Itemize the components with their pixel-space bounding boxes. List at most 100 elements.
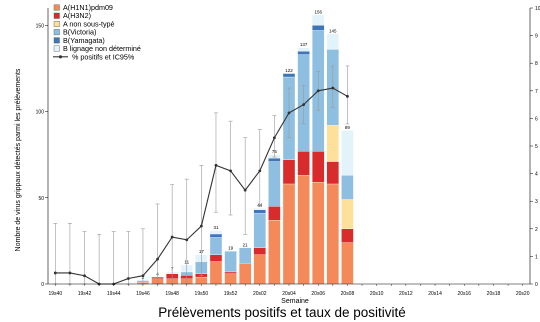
bar-segment-5	[253, 207, 266, 210]
x-tick-label: 19s52	[224, 291, 238, 297]
bar-total-label: 122	[285, 68, 293, 73]
y2-tick-label: 0	[535, 282, 538, 288]
x-tick-label: 19s50	[195, 291, 209, 297]
y2-tick-label: 1	[535, 254, 538, 260]
x-tick-label: 20s16	[457, 291, 471, 297]
bar-segment-2	[341, 199, 354, 229]
bar-segment-3	[209, 237, 223, 255]
bar-segment-3	[253, 213, 266, 248]
positivity-point	[126, 277, 130, 280]
x-tick-label: 20s20	[516, 291, 530, 297]
y-tick-label: 50	[38, 196, 44, 202]
legend-swatch	[53, 45, 60, 52]
bar-segment-0	[282, 183, 296, 285]
bar-segment-4	[253, 209, 266, 214]
y2-tick-label: 2	[535, 227, 538, 233]
positivity-point	[141, 274, 145, 278]
y2-tick-label: 8	[535, 61, 538, 67]
positivity-point	[185, 238, 189, 242]
positivity-point	[287, 111, 291, 115]
y2-tick-label: 3	[535, 199, 538, 205]
chart-title: Prélèvements positifs et taux de positiv…	[158, 305, 406, 320]
positivity-point	[243, 188, 247, 192]
legend-label: B(Yamagata)	[63, 36, 105, 45]
y-tick-label: 0	[41, 282, 44, 288]
x-tick-label: 20s12	[399, 291, 413, 297]
bar-segment-0	[297, 175, 310, 285]
x-tick-label: 20s10	[370, 291, 384, 297]
bar-segment-0	[224, 273, 237, 285]
x-axis-label: Semaine	[281, 298, 309, 305]
bar-segment-1	[253, 247, 266, 255]
y2-tick-label: 5	[535, 144, 538, 150]
legend-label: A non sous-typé	[63, 19, 115, 28]
bar-segment-0	[268, 220, 281, 285]
y-tick-label: 150	[36, 23, 45, 29]
bar-segment-4	[209, 233, 223, 238]
bar-segment-5	[341, 130, 354, 176]
bar-segment-5	[297, 47, 310, 52]
x-tick-label: 19s46	[136, 291, 150, 297]
bar-total-label: 89	[345, 125, 351, 130]
bar-segment-5	[312, 14, 325, 26]
legend-label: % positifs et IC95%	[72, 52, 135, 61]
positivity-point	[302, 103, 306, 106]
positivity-point	[170, 235, 174, 239]
positivity-point	[316, 89, 320, 93]
bar-segment-0	[209, 261, 223, 285]
bar-total-label: 19	[228, 246, 234, 251]
legend-swatch	[53, 12, 60, 19]
x-tick-label: 19s44	[107, 291, 121, 297]
bar-segment-0	[239, 263, 252, 285]
bar-segment-1	[224, 271, 237, 274]
bar-segment-1	[209, 254, 223, 262]
legend-line-marker	[58, 55, 63, 59]
y2-tick-label: 7	[535, 89, 538, 95]
bar-segment-4	[312, 25, 325, 31]
positivity-point	[229, 169, 232, 173]
bar-segment-3	[268, 161, 281, 207]
legend-swatch	[53, 37, 60, 44]
positivity-point	[68, 271, 72, 275]
bar-segment-4	[282, 73, 296, 78]
bar-segment-5	[326, 33, 339, 50]
bar-segment-4	[268, 157, 281, 162]
x-tick-label: 20s04	[282, 291, 296, 297]
bar-segment-3	[224, 251, 237, 273]
positivity-point	[258, 169, 262, 173]
bar-segment-1	[341, 228, 354, 243]
x-tick-label: 20s06	[311, 291, 325, 297]
bar-total-label: 156	[314, 9, 322, 14]
bar-segment-1	[268, 206, 281, 221]
legend-swatch	[53, 29, 60, 36]
bar-segment-5	[209, 230, 223, 235]
x-tick-label: 20s02	[253, 291, 267, 297]
x-tick-label: 20s08	[341, 291, 355, 297]
bar-segment-1	[297, 151, 310, 176]
bar-total-label: 137	[300, 42, 308, 47]
bar-segment-3	[341, 175, 354, 200]
y2-tick-label: 10	[535, 6, 540, 12]
positivity-point	[272, 136, 276, 140]
x-tick-label: 20s14	[428, 291, 442, 297]
bar-segment-0	[341, 242, 354, 285]
x-tick-label: 19s40	[48, 291, 62, 297]
x-tick-label: 19s42	[78, 291, 92, 297]
y2-tick-label: 4	[535, 172, 538, 178]
bar-segment-0	[253, 254, 266, 285]
bar-segment-1	[326, 161, 339, 185]
positivity-point	[214, 163, 218, 167]
bar-total-label: 31	[213, 225, 219, 230]
legend-label: A(H1N1)pdm09	[63, 3, 113, 12]
bar-segment-1	[312, 151, 325, 183]
bar-total-label: 145	[329, 28, 337, 33]
bar-segment-1	[282, 159, 296, 185]
legend-label: B(Victoria)	[63, 28, 96, 37]
legend-swatch	[53, 21, 60, 27]
legend-label: B lignage non déterminé	[63, 44, 141, 53]
y-tick-label: 100	[36, 110, 45, 116]
y2-tick-label: 6	[535, 116, 538, 122]
bar-segment-2	[326, 125, 339, 162]
